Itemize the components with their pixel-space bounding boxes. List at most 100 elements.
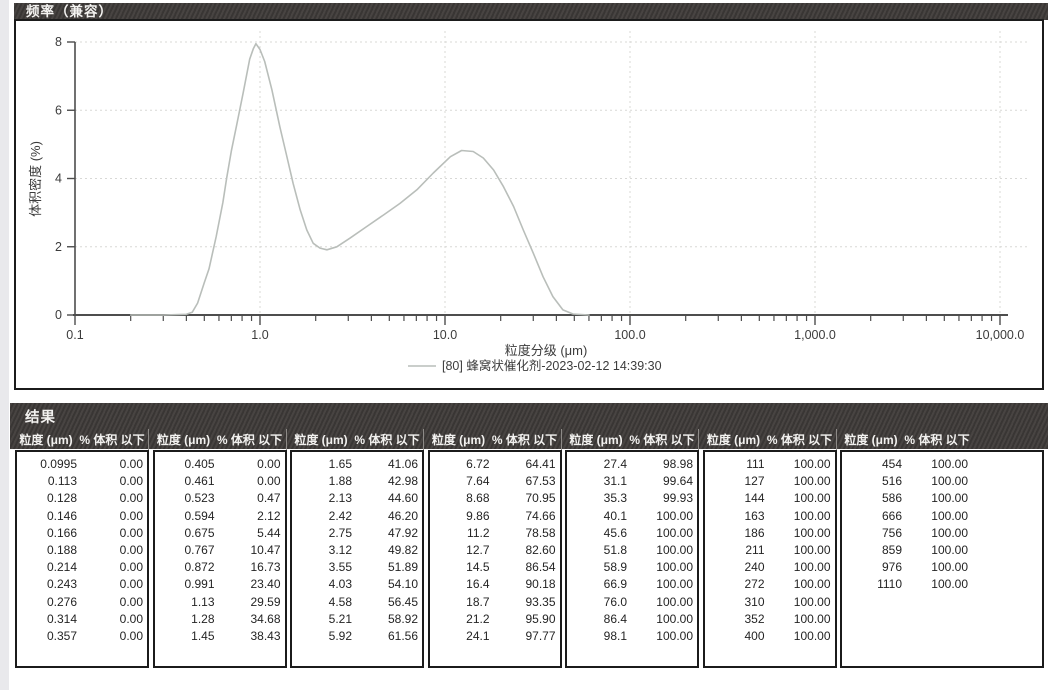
- results-column-group: 27.4 98.98 31.1 99.64 35.3 99.93 40.1 100.00 45.…: [565, 450, 699, 668]
- table-row: 1.65 41.06: [292, 455, 422, 472]
- table-row: 0.594 2.12: [155, 507, 285, 524]
- table-row: 66.9 100.00: [567, 575, 697, 592]
- col-header-pct: % 体积 以下: [904, 433, 970, 447]
- table-row: 21.2 95.90: [430, 610, 560, 627]
- size-value: 272: [744, 577, 765, 592]
- cumulative-volume-value: 100.00: [656, 508, 693, 523]
- results-column-group: 0.405 0.00 0.461 0.00 0.523 0.47 0.594 2.12 0.67…: [152, 450, 287, 668]
- table-row: 58.9 100.00: [567, 558, 697, 575]
- cumulative-volume-value: 99.93: [662, 491, 693, 506]
- table-row: 0.523 0.47: [155, 489, 285, 506]
- table-row: 0.166 0.00: [17, 524, 147, 541]
- size-value: 310: [744, 594, 765, 609]
- table-row: 240 100.00: [705, 558, 835, 575]
- y-tick-label: 0: [55, 308, 62, 322]
- results-column-headers: 粒度 (μm)% 体积 以下 粒度 (μm)% 体积 以下 粒度 (μm)% 体积 …: [15, 429, 1042, 450]
- cumulative-volume-value: 16.73: [250, 560, 281, 575]
- results-header-group: 粒度 (μm) % 体积 以下: [428, 429, 562, 450]
- table-row: 0.991 23.40: [155, 575, 285, 592]
- table-row: 1.13 29.59: [155, 593, 285, 610]
- table-row: 516 100.00: [842, 472, 1042, 489]
- results-column-group: 6.72 64.41 7.64 67.53 8.68 70.95 9.86 74.66 11.2…: [427, 450, 562, 668]
- table-row: 3.12 49.82: [292, 541, 422, 558]
- x-tick-label: 10.0: [433, 328, 457, 342]
- cumulative-volume-value: 100.00: [931, 525, 968, 540]
- size-value: 12.7: [466, 542, 490, 557]
- table-row: 400 100.00: [705, 627, 835, 644]
- cumulative-volume-value: 98.98: [662, 457, 693, 471]
- cumulative-volume-value: 100.00: [793, 491, 831, 506]
- size-value: 0.523: [184, 491, 215, 506]
- size-value: 859: [881, 542, 902, 557]
- size-value: 0.675: [184, 525, 215, 540]
- size-value: 2.75: [328, 525, 352, 540]
- size-value: 35.3: [603, 491, 627, 506]
- size-value: 0.276: [46, 594, 77, 609]
- table-row: 2.75 47.92: [292, 524, 422, 541]
- size-value: 86.4: [603, 611, 627, 626]
- table-row: 0.128 0.00: [17, 489, 147, 506]
- size-value: 0.594: [184, 508, 215, 523]
- table-row: 2.42 46.20: [292, 507, 422, 524]
- size-value: 2.13: [328, 491, 352, 506]
- cumulative-volume-value: 100.00: [793, 577, 831, 592]
- results-column-group: 454 100.00 516 100.00 586 100.00 666 100.00 756 1…: [840, 450, 1044, 668]
- table-row: 756 100.00: [842, 524, 1042, 541]
- results-header-group: 粒度 (μm) % 体积 以下: [565, 429, 699, 450]
- cumulative-volume-value: 100.00: [793, 611, 831, 626]
- cumulative-volume-value: 100.00: [656, 628, 693, 643]
- cumulative-volume-value: 100.00: [793, 457, 831, 471]
- table-row: 0.188 0.00: [17, 541, 147, 558]
- cumulative-volume-value: 0.00: [119, 457, 143, 471]
- table-row: 586 100.00: [842, 489, 1042, 506]
- table-row: 98.1 100.00: [567, 627, 697, 644]
- col-header-pct: % 体积 以下: [354, 433, 420, 447]
- size-value: 16.4: [466, 577, 490, 592]
- size-value: 0.188: [46, 542, 77, 557]
- cumulative-volume-value: 100.00: [931, 560, 968, 575]
- col-header-pct: % 体积 以下: [491, 433, 558, 447]
- cumulative-volume-value: 86.54: [525, 560, 556, 575]
- table-row: 2.13 44.60: [292, 489, 422, 506]
- cumulative-volume-value: 100.00: [793, 594, 831, 609]
- size-value: 4.58: [328, 594, 352, 609]
- col-header-pct: % 体积 以下: [629, 433, 695, 447]
- col-header-pct: % 体积 以下: [766, 433, 833, 447]
- table-row: 11.2 78.58: [430, 524, 560, 541]
- cumulative-volume-value: 0.00: [257, 457, 281, 471]
- results-title: 结果: [25, 410, 56, 426]
- cumulative-volume-value: 0.00: [119, 508, 143, 523]
- size-value: 7.64: [466, 474, 490, 489]
- cumulative-volume-value: 90.18: [525, 577, 556, 592]
- cumulative-volume-value: 78.58: [525, 525, 556, 540]
- col-header-size: 粒度 (μm): [706, 433, 761, 447]
- size-value: 45.6: [603, 525, 627, 540]
- cumulative-volume-value: 100.00: [793, 508, 831, 523]
- col-header-size: 粒度 (μm): [431, 433, 486, 447]
- size-value: 516: [881, 474, 902, 489]
- results-header: 结果 粒度 (μm)% 体积 以下 粒度 (μm)% 体积 以下 粒度 (μm)% …: [10, 403, 1048, 450]
- table-row: 272 100.00: [705, 575, 835, 592]
- cumulative-volume-value: 0.00: [119, 542, 143, 557]
- table-row: 1.88 42.98: [292, 472, 422, 489]
- cumulative-volume-value: 0.00: [119, 525, 143, 540]
- cumulative-volume-value: 67.53: [525, 474, 556, 489]
- table-row: 0.405 0.00: [155, 455, 285, 472]
- chart-axes: 0.1 1.0 10.0 100.0 1,000.0 10,000.0 0 2 4 6 8: [55, 35, 1024, 342]
- size-value: 0.113: [47, 474, 77, 489]
- size-value: 0.872: [184, 560, 215, 575]
- table-row: 8.68 70.95: [430, 489, 560, 506]
- cumulative-volume-value: 100.00: [931, 542, 968, 557]
- chart-gridlines: [75, 31, 1030, 315]
- col-header-size: 粒度 (μm): [569, 433, 623, 447]
- x-tick-label: 1,000.0: [794, 328, 836, 342]
- table-row: 5.21 58.92: [292, 610, 422, 627]
- cumulative-volume-value: 51.89: [387, 560, 418, 575]
- table-row: 86.4 100.00: [567, 610, 697, 627]
- results-header-group: 粒度 (μm) % 体积 以下: [153, 429, 287, 450]
- table-row: 144 100.00: [705, 489, 835, 506]
- size-value: 1110: [877, 577, 902, 592]
- size-value: 1.88: [328, 474, 352, 489]
- cumulative-volume-value: 100.00: [931, 491, 968, 506]
- y-tick-label: 2: [55, 240, 62, 254]
